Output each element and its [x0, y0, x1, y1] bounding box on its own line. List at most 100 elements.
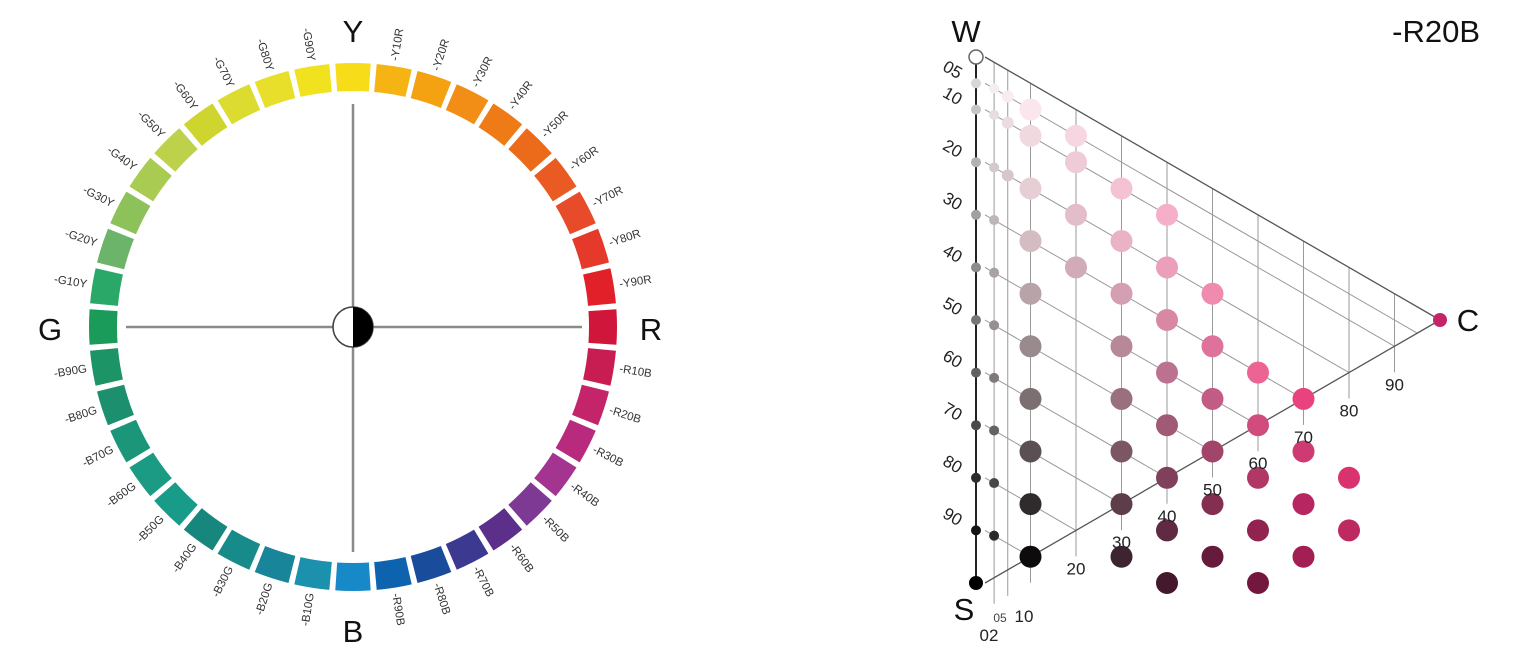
blackness-grid-line: [984, 214, 1304, 400]
blackness-tick-label: 60: [940, 346, 966, 372]
chroma-tick-label: 40: [1158, 507, 1177, 526]
blackness-tick-label: 40: [940, 241, 966, 267]
nuance-point: [1156, 414, 1178, 437]
nuance-point: [1110, 177, 1133, 200]
blackness-tick-label: 30: [940, 188, 966, 214]
hue-segment-label: -R40B: [568, 481, 602, 510]
hue-segment: [183, 508, 228, 551]
nuance-point: [1201, 387, 1224, 410]
hue-segment: [90, 348, 123, 386]
chroma-tick-label: 50: [1203, 481, 1222, 500]
hue-segment-label: -Y70R: [591, 184, 626, 209]
chroma-tick-label: 10: [1015, 607, 1034, 626]
grey-scale-point: [971, 315, 981, 325]
hue-segment: [478, 508, 523, 551]
hue-segment: [294, 64, 332, 97]
label-y: Y: [343, 14, 364, 49]
chroma-tick-label: 60: [1249, 454, 1268, 473]
nuance-point: [1292, 545, 1315, 568]
hue-segment: [410, 71, 452, 108]
grey-scale-point: [971, 420, 981, 431]
blackness-grid-line: [984, 529, 1031, 558]
nuance-point: [989, 267, 1000, 278]
hue-segment: [335, 562, 371, 591]
hue-segment: [572, 384, 609, 426]
nuance-point: [1065, 151, 1087, 174]
nuance-point: [1019, 98, 1042, 121]
nuance-point: [989, 320, 1000, 331]
nuance-point: [1247, 414, 1269, 437]
hue-segment-label: -G40Y: [105, 144, 139, 173]
hue-segment-label: -B20G: [254, 581, 276, 616]
nuance-point: [1201, 493, 1224, 516]
hue-segment: [335, 63, 371, 92]
nuance-point: [1019, 493, 1042, 516]
nuance-point: [1110, 282, 1133, 305]
grey-scale-point: [971, 525, 981, 536]
nuance-point: [1156, 361, 1178, 384]
hue-segment: [478, 103, 523, 146]
nuance-point: [1156, 256, 1178, 279]
nuance-point: [1019, 177, 1042, 200]
nuance-point: [1019, 387, 1042, 410]
nuance-point: [1001, 116, 1014, 129]
hue-segment-label: -Y30R: [470, 55, 495, 90]
hue-segment: [508, 482, 552, 526]
blackness-tick-label: 50: [940, 294, 966, 320]
hue-segment-label: -Y50R: [539, 109, 571, 141]
hue-segment: [410, 546, 452, 583]
hue-circle-diagram: -Y10R -Y20R -Y30R -Y40R-Y50R -Y60R -Y70R -Y80R…: [38, 14, 662, 649]
label-b: B: [343, 614, 364, 649]
nuance-point: [989, 372, 1000, 383]
vertex-s-label: S: [954, 592, 975, 627]
chroma-tick-label: 80: [1340, 402, 1359, 421]
hue-segment-label: -G20Y: [63, 228, 99, 250]
hue-segment: [534, 452, 577, 497]
nuance-point: [989, 109, 1000, 120]
nuance-point: [989, 215, 1000, 226]
grey-scale-point: [971, 367, 981, 378]
nuance-point: [1338, 519, 1360, 542]
triangle-frame: [971, 56, 1441, 584]
hue-segment-label: -B50G: [135, 513, 167, 545]
edge-s-c: [984, 319, 1441, 584]
triangle-grid: [984, 62, 1418, 604]
hue-segment: [445, 529, 489, 570]
hue-segment: [90, 268, 123, 306]
blackness-tick-label: 90: [940, 504, 966, 530]
nuance-point: [1292, 387, 1315, 410]
hue-segment-label: -R30B: [591, 444, 626, 470]
hue-segment: [110, 191, 151, 235]
edge-w-c: [984, 56, 1441, 321]
nuance-point: [1201, 335, 1224, 358]
hue-segment: [555, 419, 596, 463]
nuance-point: [989, 478, 1000, 489]
hue-segment: [572, 228, 609, 270]
nuance-point: [1065, 124, 1087, 147]
nuance-point: [1001, 169, 1014, 182]
nuance-point: [1019, 335, 1042, 358]
hue-segment: [154, 482, 198, 526]
hue-segment: [583, 348, 616, 386]
nuance-point: [1247, 572, 1269, 594]
nuance-point: [1156, 466, 1178, 489]
hue-segment: [294, 557, 332, 590]
chroma-tick-label: 02: [980, 626, 999, 645]
label-r: R: [640, 312, 662, 347]
nuance-point: [989, 530, 1000, 541]
blackness-tick-label: 10: [940, 83, 966, 109]
blackness-tick-label: 20: [940, 136, 966, 162]
blackness-grid-line: [984, 82, 1418, 334]
grey-scale-point: [971, 472, 981, 483]
chroma-tick-label: 05: [993, 611, 1007, 625]
hue-segment-label: -B10G: [300, 592, 317, 627]
black-vertex-marker: [969, 576, 983, 590]
nuance-point: [989, 83, 1000, 94]
nuance-point: [1065, 203, 1087, 226]
blackness-grid-line: [984, 109, 1395, 347]
half-circle-icon: [332, 306, 374, 348]
nuance-point: [1201, 440, 1224, 463]
hue-segment-label: -B80G: [63, 405, 98, 427]
hue-segment-label: -G60Y: [170, 79, 199, 113]
